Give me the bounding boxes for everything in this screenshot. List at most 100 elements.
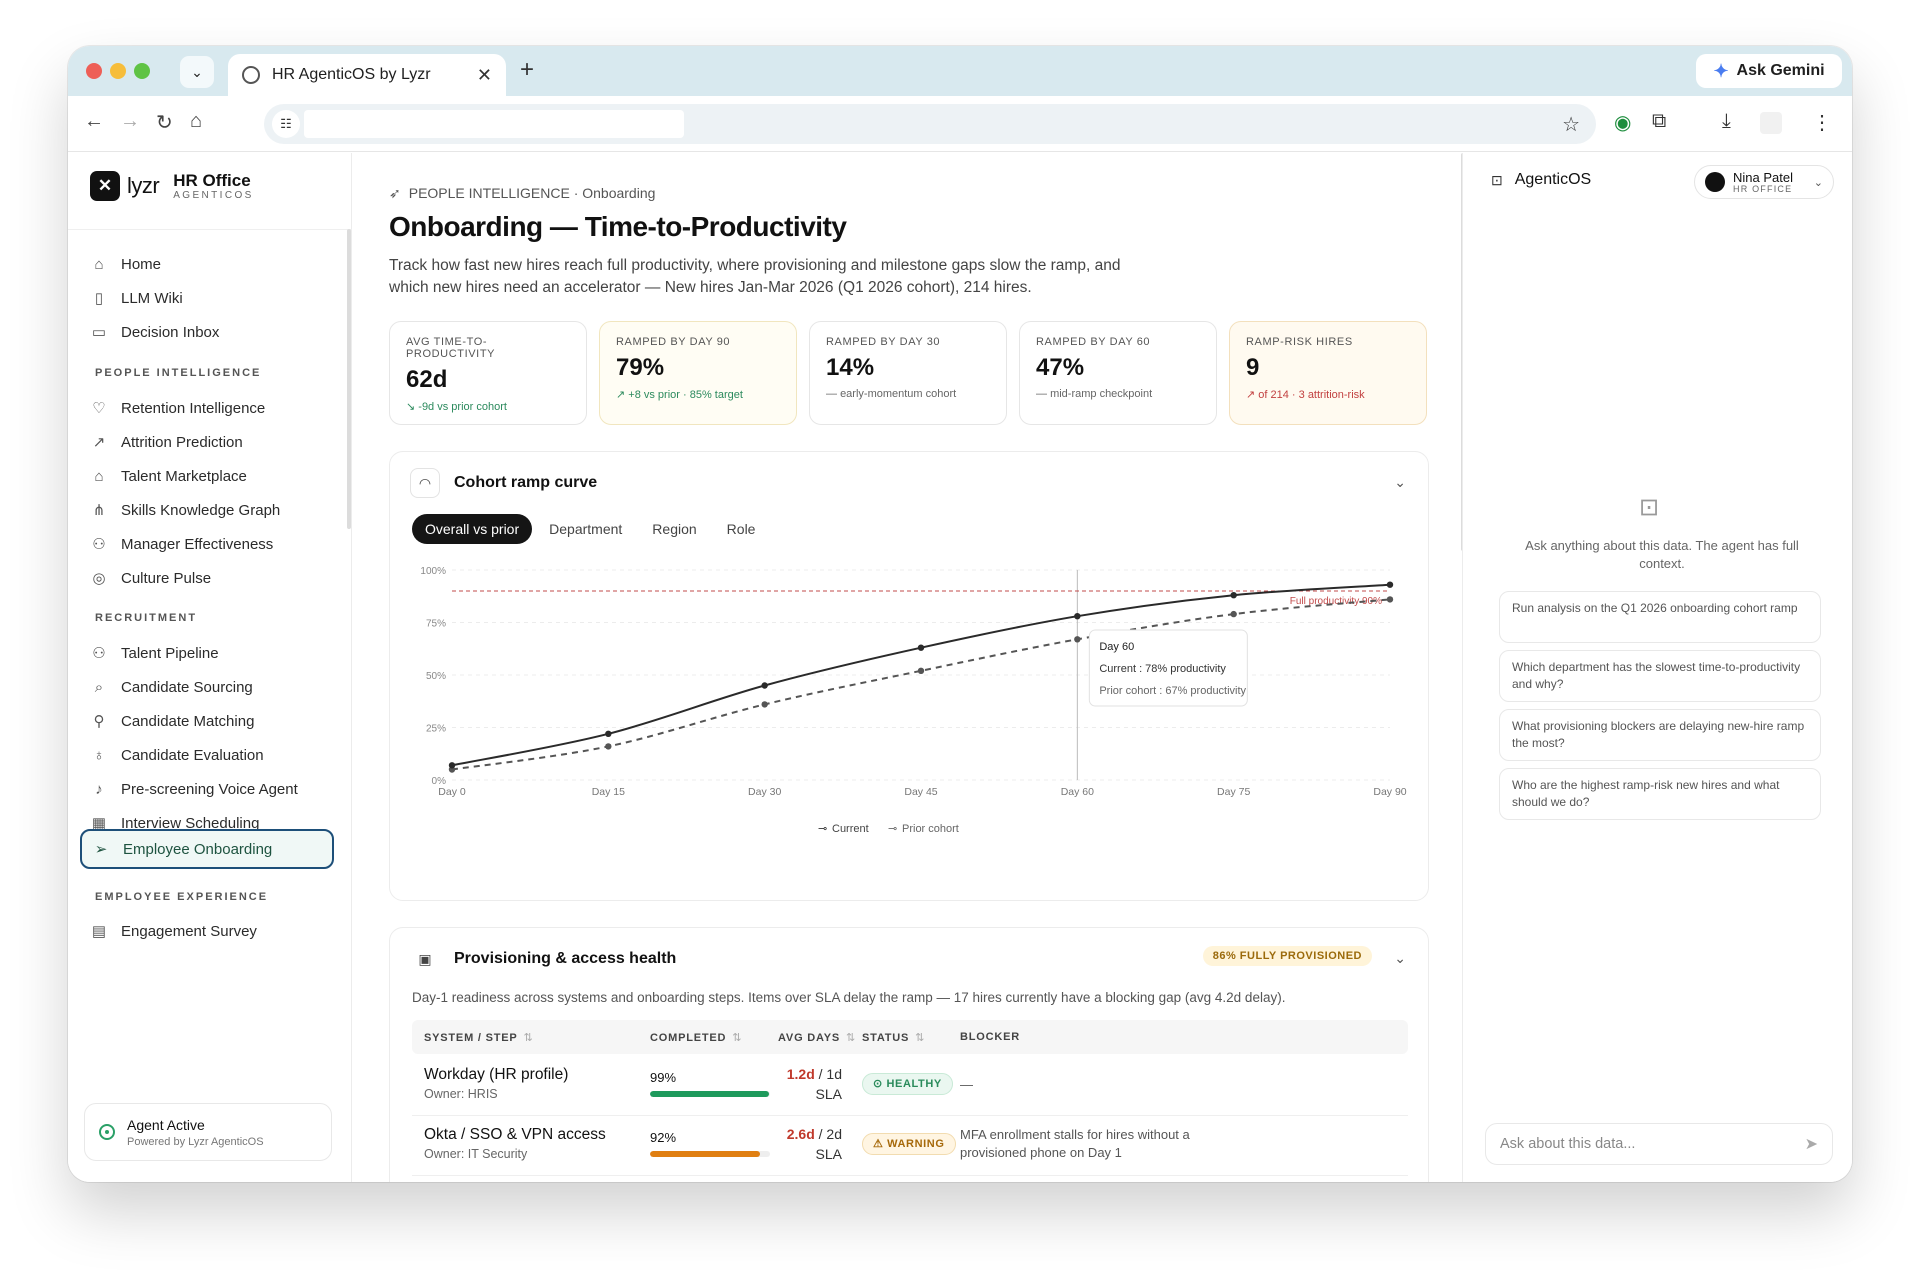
mic-icon: ♪: [95, 780, 103, 798]
tab-department[interactable]: Department: [549, 521, 623, 537]
bookmark-star-icon[interactable]: ☆: [1562, 114, 1580, 136]
site-settings-icon[interactable]: ☷: [272, 110, 300, 138]
sidebar-item-decision-inbox[interactable]: ▭ Decision Inbox: [90, 318, 219, 346]
suggestion-chip[interactable]: What provisioning blockers are delaying …: [1499, 709, 1821, 761]
x-tick-label: Day 30: [748, 786, 781, 798]
y-tick-label: 25%: [426, 724, 446, 735]
sidebar-item-engagement-survey[interactable]: ▤ Engagement Survey: [90, 917, 257, 945]
sidebar-item-llm-wiki[interactable]: ▯ LLM Wiki: [90, 284, 183, 312]
column-header-completed[interactable]: COMPLETED ⇅: [650, 1031, 742, 1044]
ramp-line-chart[interactable]: 0% 25% 50% 75% 100% Day 0 Day 15 Day 30 Day 45 Da…: [410, 562, 1410, 882]
column-label: AVG DAYS: [778, 1032, 841, 1044]
completed-cell: 92%: [650, 1130, 770, 1157]
download-icon[interactable]: ⤓: [1722, 110, 1731, 132]
breadcrumb-section[interactable]: PEOPLE INTELLIGENCE: [408, 185, 570, 201]
sort-icon: ⇅: [846, 1032, 857, 1044]
home-icon[interactable]: ⌂: [190, 110, 203, 132]
card-title: Provisioning & access health: [454, 950, 677, 967]
sidebar-scrollbar[interactable]: [347, 229, 351, 529]
ask-gemini-button[interactable]: ✦ Ask Gemini: [1696, 54, 1842, 88]
column-header-status[interactable]: STATUS ⇅: [862, 1031, 925, 1044]
tooltip-box: [1088, 629, 1248, 707]
column-header-system[interactable]: SYSTEM / STEP ⇅: [424, 1031, 534, 1044]
grammarly-icon[interactable]: ◉: [1614, 112, 1632, 134]
more-menu-icon[interactable]: ⋮: [1812, 112, 1832, 134]
store-icon: ⌂: [94, 467, 104, 485]
send-icon: ➢: [94, 841, 108, 858]
sidebar-item-interview-scheduling[interactable]: ▦ Interview Scheduling: [90, 809, 260, 837]
table-row[interactable]: Workday (HR profile) Owner: HRIS 99% 1.2…: [412, 1056, 1408, 1116]
clipboard-icon: ▤: [91, 923, 107, 940]
sidebar-item-candidate-evaluation[interactable]: ♁ Candidate Evaluation: [90, 741, 263, 769]
sidebar-item-attrition-prediction[interactable]: ↗ Attrition Prediction: [90, 428, 243, 456]
brand[interactable]: ✕ lyzr HR Office AGENTICOS: [90, 171, 254, 201]
kpi-card[interactable]: RAMP-RISK HIRES 9 ↗ of 214 · 3 attrition…: [1229, 321, 1427, 425]
target-icon: ◎: [92, 570, 106, 587]
sidebar-item-skills-knowledge-graph[interactable]: ⋔ Skills Knowledge Graph: [90, 496, 281, 524]
sidebar-item-culture-pulse[interactable]: ◎ Culture Pulse: [90, 564, 211, 592]
send-icon[interactable]: ➤: [1804, 1136, 1818, 1153]
tab-region[interactable]: Region: [652, 521, 697, 537]
browser-toolbar: ← → ↻ ⌂ ☷ ☆ ◉ ⧉ ⤓ ⋮: [68, 96, 1852, 152]
kpi-sub: ↗ of 214 · 3 attrition-risk: [1246, 388, 1410, 401]
status-badge: ⚠ WARNING: [862, 1133, 956, 1155]
profile-avatar[interactable]: [1760, 112, 1782, 134]
sidebar-item-home[interactable]: ⌂ Home: [90, 250, 161, 278]
back-arrow-icon[interactable]: ←: [84, 110, 104, 132]
tab-overall-vs-prior[interactable]: Overall vs prior: [412, 514, 533, 544]
table-row[interactable]: Okta / SSO & VPN access Owner: IT Securi…: [412, 1116, 1408, 1176]
url-field[interactable]: [304, 110, 684, 138]
extensions-icon[interactable]: ⧉: [1652, 110, 1667, 132]
sidebar-item-candidate-sourcing[interactable]: ⌕ Candidate Sourcing: [90, 673, 253, 701]
column-header-avg-days[interactable]: AVG DAYS ⇅: [778, 1031, 856, 1044]
bot-icon: ⊡: [1491, 171, 1503, 188]
browser-tab[interactable]: HR AgenticOS by Lyzr ✕: [228, 54, 506, 96]
tab-role[interactable]: Role: [726, 521, 756, 537]
close-window-button[interactable]: [86, 63, 102, 79]
network-icon: ⋔: [92, 502, 106, 519]
kpi-card[interactable]: AVG TIME-TO-PRODUCTIVITY 62d ↘ -9d vs pr…: [389, 321, 587, 425]
data-point: [761, 701, 768, 708]
sidebar-item-talent-marketplace[interactable]: ⌂ Talent Marketplace: [90, 462, 246, 490]
sidebar-item-manager-effectiveness[interactable]: ⚇ Manager Effectiveness: [90, 530, 273, 558]
sort-icon: ⇅: [915, 1032, 926, 1044]
user-menu[interactable]: Nina Patel HR OFFICE ⌄: [1694, 165, 1834, 199]
series-line-current: [451, 583, 1391, 767]
minimize-window-button[interactable]: [110, 63, 126, 79]
kpi-value: 14%: [826, 354, 875, 381]
avg-days-value: 1.2d: [786, 1066, 815, 1082]
close-tab-icon[interactable]: ✕: [476, 64, 492, 85]
collapse-chevron-icon[interactable]: ⌄: [1394, 474, 1406, 490]
chevron-down-icon: ⌄: [191, 63, 203, 80]
home-icon: ⌂: [94, 255, 104, 273]
sidebar-item-pre-screening-voice-agent[interactable]: ♪ Pre-screening Voice Agent: [90, 775, 298, 803]
suggestion-chip[interactable]: Which department has the slowest time-to…: [1499, 650, 1821, 702]
reload-icon[interactable]: ↻: [156, 112, 173, 134]
chevron-down-icon: ⌄: [1813, 176, 1823, 189]
product-subtitle: AGENTICOS: [173, 189, 254, 201]
collapse-chevron-icon[interactable]: ⌄: [1394, 950, 1406, 966]
provisioning-description: Day-1 readiness across systems and onboa…: [412, 990, 1286, 1005]
section-title-employee-experience: EMPLOYEE EXPERIENCE: [95, 891, 269, 903]
sidebar-item-retention-intelligence[interactable]: ♡ Retention Intelligence: [90, 394, 265, 422]
kpi-card[interactable]: RAMPED BY DAY 60 47% — mid-ramp checkpoi…: [1019, 321, 1217, 425]
kpi-card[interactable]: RAMPED BY DAY 30 14% — early-momentum co…: [809, 321, 1007, 425]
sidebar-item-candidate-matching[interactable]: ⚲ Candidate Matching: [90, 707, 255, 735]
sidebar-item-employee-onboarding[interactable]: ➢ Employee Onboarding: [80, 829, 334, 869]
app-root: ✕ lyzr HR Office AGENTICOS ⌂ Home ▯ LLM Wi…: [68, 153, 1852, 1182]
agent-status-card[interactable]: Agent Active Powered by Lyzr AgenticOS: [84, 1103, 332, 1161]
sidebar-item-talent-pipeline[interactable]: ⚇ Talent Pipeline: [90, 639, 218, 667]
chat-input[interactable]: Ask about this data... ➤: [1485, 1123, 1833, 1165]
maximize-window-button[interactable]: [134, 63, 150, 79]
suggestion-chip[interactable]: Who are the highest ramp-risk new hires …: [1499, 768, 1821, 820]
brand-name: lyzr: [127, 173, 160, 198]
address-bar[interactable]: ☷ ☆: [264, 104, 1596, 144]
breadcrumb-page: · Onboarding: [573, 185, 656, 201]
forward-arrow-icon[interactable]: →: [120, 110, 140, 132]
tab-search-button[interactable]: ⌄: [180, 56, 214, 88]
new-tab-button[interactable]: +: [520, 56, 535, 83]
trend-up-icon: ↗: [1246, 389, 1259, 401]
suggestion-chip[interactable]: Run analysis on the Q1 2026 onboarding c…: [1499, 591, 1821, 643]
provisioned-badge: 86% FULLY PROVISIONED: [1202, 946, 1372, 966]
kpi-card[interactable]: RAMPED BY DAY 90 79% ↗ +8 vs prior · 85%…: [599, 321, 797, 425]
